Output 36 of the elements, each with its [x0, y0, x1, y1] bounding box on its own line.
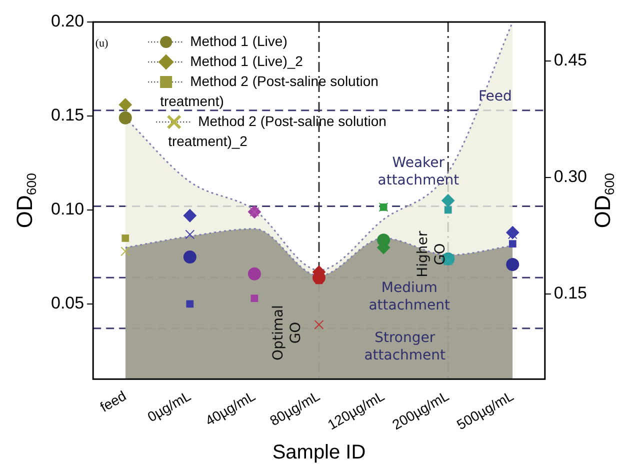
y-tick-label: 0.10 — [50, 200, 84, 219]
point — [183, 250, 196, 264]
annotation: Feed — [478, 88, 512, 105]
x-axis-title: Sample ID — [272, 442, 366, 464]
annotation: Optimal GO — [270, 305, 304, 360]
y2-tick-label: 0.45 — [554, 50, 588, 70]
legend-label: Method 1 (Live)_2 — [190, 52, 304, 69]
point — [508, 240, 516, 248]
y2-axis-title: OD600 — [590, 173, 618, 228]
x-tick-label: feed — [97, 388, 129, 416]
legend-label: Method 2 (Post-saline solution treatment) — [160, 72, 378, 109]
annotation: Higher GO — [414, 230, 448, 278]
point — [120, 246, 130, 256]
y-tick-label: 0.05 — [50, 294, 84, 313]
point — [186, 300, 194, 308]
annotation: Weaker attachment — [378, 154, 460, 188]
y2-tick-label: 0.30 — [554, 166, 588, 186]
point — [314, 320, 324, 330]
y-axis-title: OD600 — [12, 173, 40, 228]
point — [183, 209, 196, 222]
legend-label: Method 2 (Post-saline solution treatment)_2 — [168, 112, 386, 149]
point — [444, 206, 452, 214]
point — [118, 98, 132, 112]
y-tick-label: 0.20 — [50, 12, 84, 31]
point — [506, 258, 520, 272]
point — [250, 294, 258, 302]
point — [442, 194, 455, 208]
y2-tick-label: 0.15 — [554, 283, 588, 302]
y-tick-label: 0.15 — [50, 106, 84, 125]
point — [118, 111, 132, 124]
annotation: Stronger attachment — [364, 330, 446, 364]
point — [248, 267, 261, 280]
legend-label: Method 1 (Live) — [190, 32, 288, 49]
annotation: Medium attachment — [368, 280, 451, 314]
point — [122, 234, 130, 242]
annotation: (u) — [95, 37, 109, 50]
